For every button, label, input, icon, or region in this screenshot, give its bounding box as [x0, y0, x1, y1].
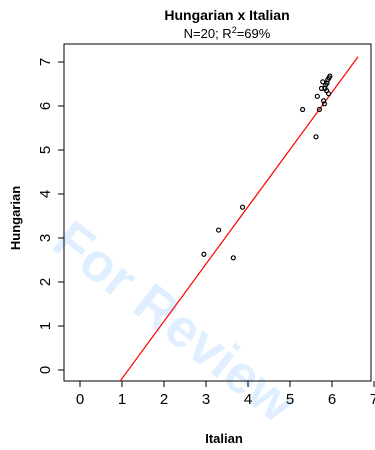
- chart-subtitle: N=20; R2=69%: [184, 25, 271, 41]
- data-point: [201, 251, 207, 257]
- x-tick-label: 5: [286, 391, 294, 408]
- x-tick-label: 0: [76, 391, 84, 408]
- x-tick-label: 2: [160, 391, 168, 408]
- data-point: [300, 106, 306, 113]
- data-point: [239, 204, 246, 210]
- x-tick-label: 1: [118, 391, 126, 408]
- x-tick-label: 3: [202, 391, 210, 408]
- data-point: [230, 255, 236, 261]
- y-tick-label: 4: [37, 190, 54, 198]
- subtitle-prefix: N=20; R: [184, 26, 232, 41]
- x-axis-title: Italian: [205, 431, 243, 446]
- y-tick-label: 3: [37, 234, 54, 242]
- data-point: [314, 93, 320, 99]
- x-tick-label: 7: [370, 391, 375, 408]
- x-axis: 0 1 2 3 4 5 6 7: [76, 381, 375, 408]
- data-point: [216, 227, 222, 233]
- data-point: [318, 85, 325, 92]
- y-tick-label: 0: [37, 366, 54, 374]
- y-axis-title: Hungarian: [8, 186, 23, 250]
- y-tick-label: 6: [37, 102, 54, 110]
- data-point: [327, 73, 333, 79]
- data-point: [321, 101, 328, 107]
- plot-frame: [63, 43, 372, 382]
- subtitle-suffix: =69%: [237, 26, 271, 41]
- data-point: [326, 91, 332, 97]
- y-tick-label: 2: [37, 278, 54, 286]
- x-tick-label: 6: [328, 391, 336, 408]
- subtitle-superscript: 2: [232, 25, 237, 35]
- y-tick-label: 7: [37, 58, 54, 66]
- y-axis: 0 1 2 3 4 5 6 7: [37, 58, 64, 374]
- chart-title: Hungarian x Italian: [164, 7, 289, 23]
- y-tick-label: 5: [37, 146, 54, 154]
- data-point: [321, 98, 327, 104]
- x-tick-label: 4: [244, 391, 252, 408]
- data-point: [313, 134, 319, 140]
- chart-marks: [119, 56, 359, 381]
- y-tick-label: 1: [37, 322, 54, 330]
- data-point: [316, 106, 322, 113]
